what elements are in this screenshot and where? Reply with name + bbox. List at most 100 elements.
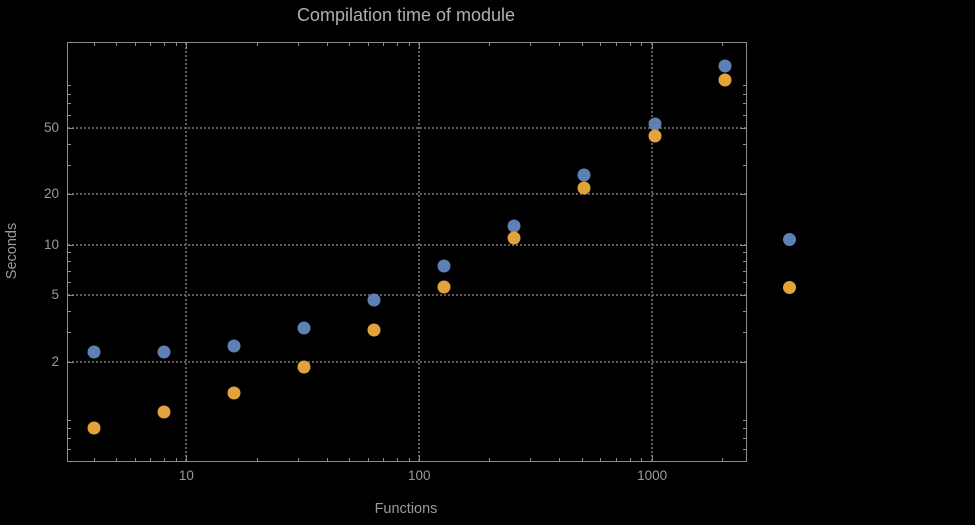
data-point-series-orange	[648, 129, 662, 143]
y-minor-tick	[68, 114, 71, 116]
data-point-series-orange	[507, 231, 521, 245]
x-minor-tick	[616, 43, 618, 46]
x-gridline	[185, 43, 188, 461]
y-gridline	[68, 294, 746, 297]
y-minor-tick	[68, 361, 71, 363]
x-minor-tick	[408, 43, 410, 46]
data-point-series-orange	[577, 181, 591, 195]
x-minor-tick	[163, 43, 165, 46]
x-minor-tick	[629, 43, 631, 46]
x-tick	[186, 455, 188, 461]
y-minor-tick	[68, 165, 71, 167]
x-minor-tick	[256, 43, 258, 46]
data-point-series-blue	[577, 168, 591, 182]
x-minor-tick	[93, 43, 95, 46]
data-point-series-orange	[87, 421, 101, 435]
x-minor-tick	[93, 458, 95, 461]
x-minor-tick	[489, 43, 491, 46]
y-axis-label: Seconds	[4, 222, 20, 280]
x-minor-tick	[600, 458, 602, 461]
x-minor-tick	[134, 458, 136, 461]
x-minor-tick	[582, 43, 584, 46]
x-minor-tick	[367, 43, 369, 46]
x-minor-tick	[396, 43, 398, 46]
y-minor-tick	[68, 437, 71, 439]
x-tick-label: 100	[408, 468, 431, 483]
x-minor-tick	[396, 458, 398, 461]
x-minor-tick	[600, 43, 602, 46]
y-tick-label: 5	[51, 287, 59, 303]
y-minor-tick	[743, 270, 746, 272]
x-minor-tick	[559, 43, 561, 46]
y-minor-tick	[743, 114, 746, 116]
y-minor-tick	[743, 281, 746, 283]
legend	[783, 233, 796, 294]
y-gridline	[68, 360, 746, 363]
x-minor-tick	[150, 458, 152, 461]
data-point-series-orange	[157, 405, 171, 419]
data-point-series-blue	[227, 339, 241, 353]
data-point-series-orange	[718, 73, 732, 87]
data-point-series-blue	[367, 293, 381, 307]
y-minor-tick	[68, 281, 71, 283]
x-axis-label: Functions	[374, 501, 438, 517]
x-tick-label: 1000	[637, 468, 668, 483]
plot-area: 10 100 1000 2 5 10 20 50	[44, 42, 747, 483]
x-minor-tick	[616, 458, 618, 461]
y-tick-label: 10	[43, 237, 59, 253]
y-minor-tick	[68, 85, 71, 87]
y-minor-tick	[743, 449, 746, 451]
y-minor-tick	[743, 93, 746, 95]
x-minor-tick	[116, 458, 118, 461]
x-minor-tick	[297, 458, 299, 461]
x-minor-tick	[641, 458, 643, 461]
data-point-series-orange	[437, 280, 451, 294]
y-minor-tick	[743, 165, 746, 167]
x-minor-tick	[297, 43, 299, 46]
y-minor-tick	[743, 144, 746, 146]
y-minor-tick	[68, 93, 71, 95]
y-minor-tick	[743, 419, 746, 421]
x-minor-tick	[367, 458, 369, 461]
y-minor-tick	[743, 428, 746, 430]
y-minor-tick	[743, 252, 746, 254]
data-point-series-orange	[297, 360, 311, 374]
x-minor-tick	[383, 43, 385, 46]
x-minor-tick	[349, 458, 351, 461]
y-minor-tick	[743, 85, 746, 87]
x-minor-tick	[175, 458, 177, 461]
y-minor-tick	[68, 144, 71, 146]
x-tick	[652, 455, 654, 461]
y-tick	[68, 194, 74, 196]
x-minor-tick	[256, 458, 258, 461]
x-minor-tick	[530, 43, 532, 46]
data-point-series-blue	[437, 259, 451, 273]
x-minor-tick	[530, 458, 532, 461]
y-minor-tick	[743, 437, 746, 439]
x-tick-label: 10	[178, 468, 194, 483]
x-minor-tick	[326, 43, 328, 46]
y-tick-label: 20	[43, 186, 59, 202]
x-minor-tick	[722, 458, 724, 461]
x-minor-tick	[722, 43, 724, 46]
y-minor-tick	[68, 449, 71, 451]
x-minor-tick	[408, 458, 410, 461]
x-tick	[419, 43, 421, 49]
y-minor-tick	[743, 127, 746, 129]
x-minor-tick	[175, 43, 177, 46]
y-minor-tick	[743, 261, 746, 263]
y-minor-tick	[743, 361, 746, 363]
y-minor-tick	[743, 295, 746, 297]
legend-marker	[783, 281, 796, 294]
y-minor-tick	[68, 419, 71, 421]
y-tick	[68, 361, 74, 363]
x-minor-tick	[559, 458, 561, 461]
x-minor-tick	[163, 458, 165, 461]
y-minor-tick	[743, 194, 746, 196]
y-minor-tick	[68, 311, 71, 313]
y-minor-tick	[68, 295, 71, 297]
y-tick-label: 2	[51, 353, 59, 369]
y-gridline	[68, 126, 746, 129]
y-minor-tick	[68, 194, 71, 196]
data-point-series-orange	[227, 386, 241, 400]
